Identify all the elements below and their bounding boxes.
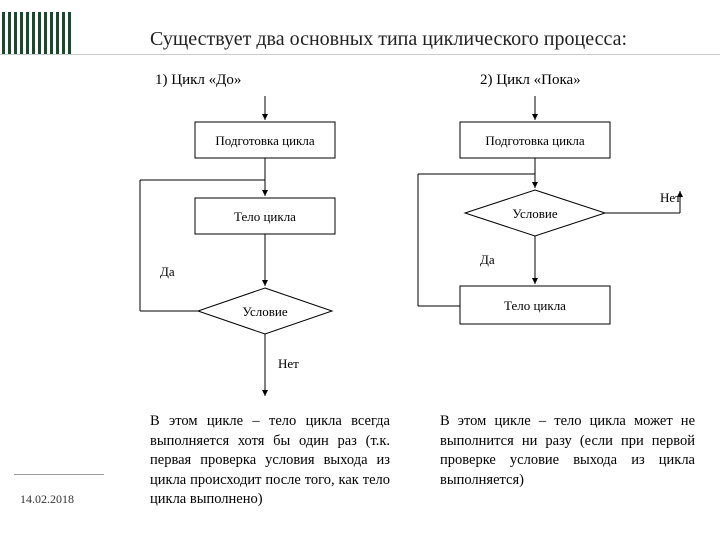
title-underline: [0, 54, 720, 55]
footer-date: 14.02.2018: [20, 492, 74, 507]
box-prep-r: Подготовка цикла: [485, 133, 584, 148]
diamond-cond: Условие: [242, 304, 287, 319]
description-do: В этом цикле – тело цикла всегда выполня…: [150, 412, 390, 510]
label-no: Нет: [278, 356, 299, 371]
diamond-cond-r: Условие: [512, 206, 557, 221]
subtitle-while: 2) Цикл «Пока»: [480, 72, 581, 89]
subtitle-do: 1) Цикл «До»: [155, 72, 241, 89]
label-no-r: Нет: [660, 190, 681, 205]
box-prep: Подготовка цикла: [215, 133, 314, 148]
footer-line: [14, 474, 104, 475]
label-yes-r: Да: [480, 252, 495, 267]
flowchart-while: Подготовка цикла Условие Нет Да Тело цик…: [400, 96, 710, 406]
decorative-bars: [2, 12, 71, 54]
box-body: Тело цикла: [234, 209, 296, 224]
flowchart-do: Подготовка цикла Тело цикла Условие Да Н…: [120, 96, 390, 406]
description-while: В этом цикле – тело цикла может не выпол…: [440, 412, 695, 490]
box-body-r: Тело цикла: [504, 298, 566, 313]
label-yes: Да: [160, 264, 175, 279]
page-title: Существует два основных типа циклическог…: [150, 28, 627, 51]
